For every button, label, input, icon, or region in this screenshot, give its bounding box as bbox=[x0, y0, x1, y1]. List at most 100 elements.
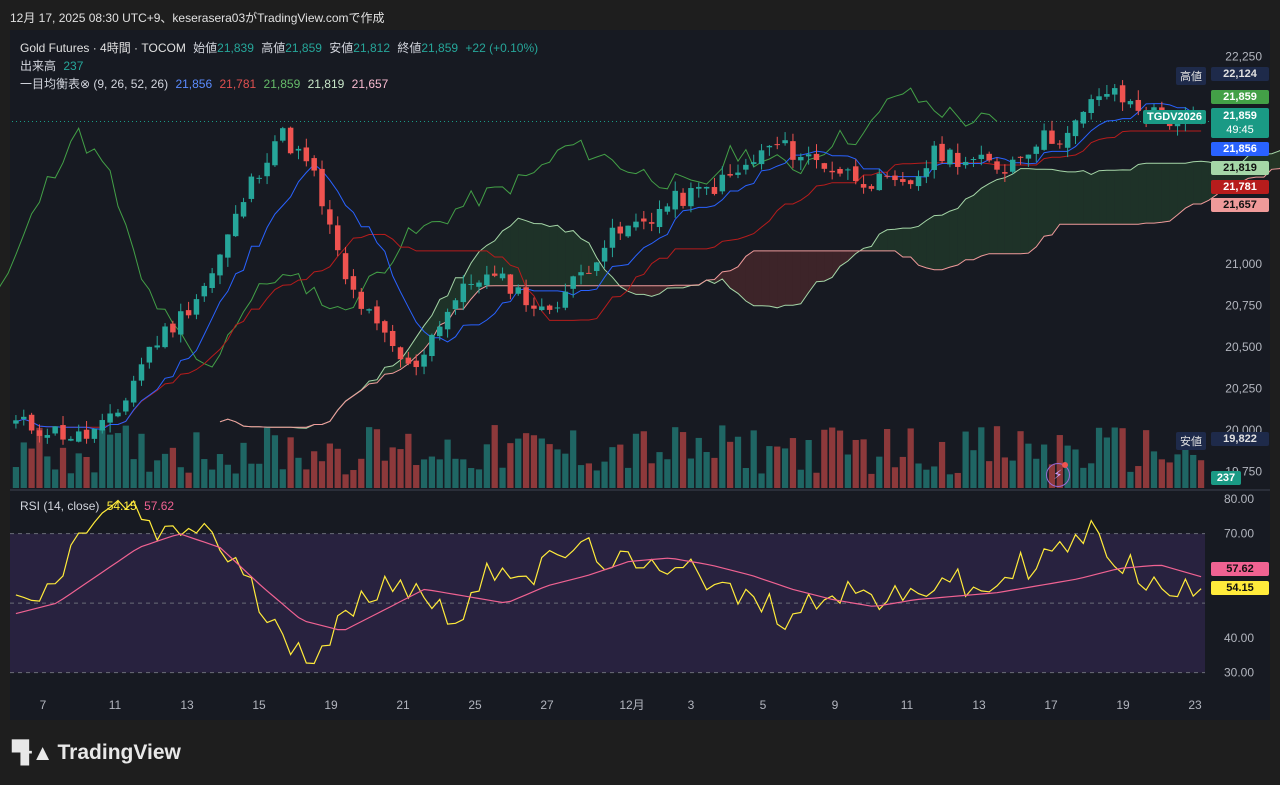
volume-bar bbox=[703, 452, 710, 488]
volume-bar bbox=[1088, 463, 1095, 488]
snapshot-header: 12月 17, 2025 08:30 UTC+9、keserasera03がTr… bbox=[10, 11, 385, 25]
volume-bar bbox=[1197, 460, 1205, 488]
candle-body bbox=[201, 285, 208, 297]
legend-open: 21,839 bbox=[217, 41, 254, 55]
last-price-value: 21,859 bbox=[1223, 110, 1257, 122]
volume-bar bbox=[1135, 466, 1142, 488]
volume-bar bbox=[1040, 444, 1048, 488]
candle-body bbox=[962, 161, 969, 166]
volume-bar bbox=[358, 458, 365, 488]
candle-body bbox=[656, 208, 663, 228]
candle-body bbox=[813, 153, 820, 161]
rsi-tick-label: 40.00 bbox=[1224, 631, 1254, 645]
cloud-segment bbox=[761, 250, 770, 307]
cloud-segment bbox=[1161, 163, 1170, 223]
cloud-segment bbox=[942, 211, 950, 270]
candle-body bbox=[91, 428, 98, 439]
candle-body bbox=[892, 175, 898, 181]
legend-span-b: 21,657 bbox=[351, 77, 389, 91]
legend-tenkan: 21,856 bbox=[175, 77, 213, 91]
candle-body bbox=[170, 323, 176, 333]
candle-body bbox=[162, 326, 168, 348]
volume-bar bbox=[271, 435, 279, 488]
candle-body bbox=[83, 429, 90, 439]
candle-body bbox=[303, 147, 310, 162]
cloud-segment bbox=[863, 246, 872, 251]
volume-bar bbox=[44, 456, 51, 488]
volume-bar bbox=[538, 438, 545, 488]
time-tick-label: 17 bbox=[1044, 698, 1058, 712]
cloud-segment bbox=[526, 220, 534, 286]
candle-body bbox=[1104, 94, 1110, 97]
candle-body bbox=[468, 283, 474, 285]
candle-body bbox=[232, 213, 239, 237]
volume-bar bbox=[672, 427, 679, 488]
legend-rsi-row: RSI (14, close) 54.15 57.62 bbox=[20, 499, 178, 513]
candle-body bbox=[546, 305, 553, 310]
volume-bar bbox=[20, 442, 27, 488]
candle-body bbox=[986, 153, 992, 161]
volume-bar bbox=[169, 447, 177, 488]
candle-body bbox=[633, 221, 639, 228]
cloud-segment bbox=[1138, 163, 1147, 225]
volume-bar bbox=[1174, 454, 1181, 488]
candle-body bbox=[272, 141, 278, 166]
candle-body bbox=[1025, 154, 1032, 159]
candle-body bbox=[907, 180, 914, 185]
volume-bar bbox=[836, 430, 844, 488]
volume-bar bbox=[1111, 427, 1118, 488]
volume-bar bbox=[185, 472, 192, 488]
volume-bar bbox=[146, 471, 153, 488]
candle-body bbox=[99, 420, 106, 431]
volume-bar bbox=[263, 427, 271, 488]
cloud-segment bbox=[549, 225, 558, 286]
volume-bar bbox=[577, 465, 585, 488]
candle-body bbox=[1096, 96, 1102, 101]
candle-body bbox=[397, 347, 404, 360]
time-tick-label: 19 bbox=[324, 698, 338, 712]
volume-bar bbox=[899, 456, 906, 488]
candle-body bbox=[719, 174, 726, 192]
legend-high-label: 高値 bbox=[261, 41, 286, 55]
volume-bar bbox=[813, 472, 820, 488]
price-tick-label: 20,750 bbox=[1225, 298, 1262, 312]
cloud-segment bbox=[1185, 161, 1194, 209]
volume-bar bbox=[1025, 443, 1032, 488]
volume-bar bbox=[624, 467, 632, 488]
tradingview-logo[interactable]: ▜ᐧ▲ TradingView bbox=[12, 740, 181, 766]
candle-body bbox=[1064, 132, 1071, 148]
low-label-tag: 安値 bbox=[1176, 432, 1206, 450]
candle-body bbox=[1017, 156, 1024, 158]
candle-body bbox=[570, 276, 576, 289]
volume-bar bbox=[986, 461, 993, 488]
candle-body bbox=[1072, 120, 1079, 137]
candle-body bbox=[664, 206, 671, 212]
cloud-segment bbox=[628, 285, 636, 295]
alert-dot-icon bbox=[1062, 462, 1068, 468]
candle-body bbox=[790, 141, 796, 160]
candle-body bbox=[703, 186, 710, 189]
volume-bar bbox=[334, 448, 341, 488]
candle-body bbox=[146, 346, 153, 363]
alert-bolt-icon[interactable]: ⚡ bbox=[1046, 463, 1070, 487]
candle-body bbox=[413, 360, 419, 368]
volume-bar bbox=[83, 456, 90, 488]
cloud-segment bbox=[738, 256, 746, 302]
volume-bar bbox=[993, 426, 1001, 488]
candle-body bbox=[154, 345, 160, 348]
cloud-segment bbox=[416, 325, 425, 357]
volume-bar bbox=[1158, 459, 1165, 488]
candle-body bbox=[444, 311, 451, 330]
candle-body bbox=[617, 226, 624, 234]
legend-close-label: 終値 bbox=[397, 41, 422, 55]
cloud-segment bbox=[840, 250, 848, 267]
legend-low: 21,812 bbox=[353, 41, 390, 55]
volume-bar bbox=[570, 430, 577, 488]
candle-body bbox=[107, 413, 113, 423]
candle-body bbox=[554, 307, 561, 309]
volume-bar bbox=[491, 425, 498, 488]
candle-body bbox=[641, 218, 647, 222]
candle-body bbox=[484, 274, 490, 286]
candle-body bbox=[774, 144, 780, 146]
